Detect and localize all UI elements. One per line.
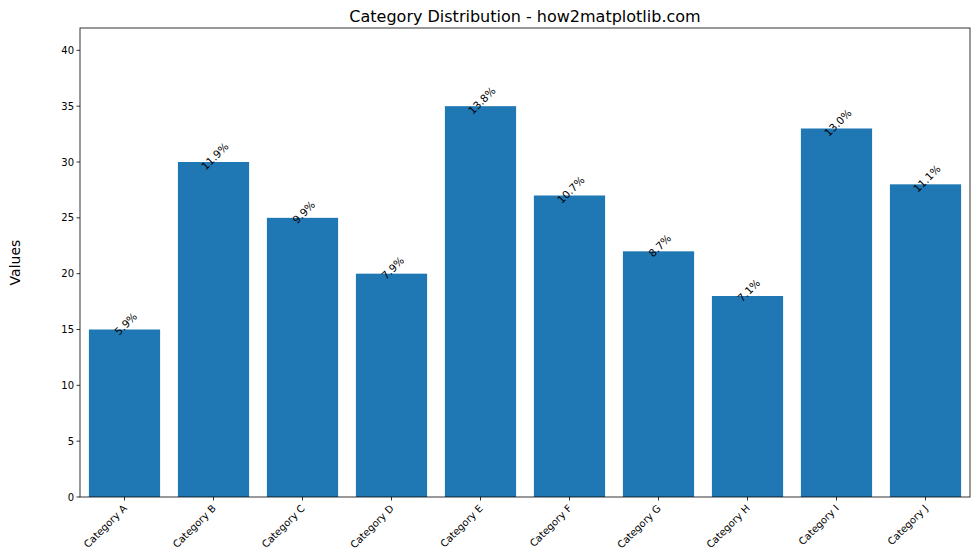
x-tick <box>480 497 481 501</box>
x-tick-label: Category A <box>82 503 129 550</box>
y-tick <box>77 329 81 330</box>
y-tick-label: 35 <box>61 101 74 112</box>
x-tick-label: Category H <box>704 503 752 551</box>
y-tick <box>77 217 81 218</box>
bar <box>801 129 872 498</box>
bars <box>89 106 961 497</box>
x-tick <box>658 497 659 501</box>
y-tick-label: 5 <box>68 436 74 447</box>
bar-annotation: 8.7% <box>646 232 673 259</box>
bar <box>356 274 427 497</box>
y-tick <box>77 385 81 386</box>
bar-annotation: 13.8% <box>466 84 498 116</box>
y-tick-label: 10 <box>61 380 74 391</box>
x-tick-label: Category I <box>796 503 840 547</box>
y-tick-label: 25 <box>61 212 74 223</box>
y-axis-label: Values <box>7 240 23 286</box>
y-tick <box>77 441 81 442</box>
x-tick-label: Category D <box>348 502 396 550</box>
bar-annotation: 7.9% <box>379 254 406 281</box>
x-tick <box>747 497 748 501</box>
bar <box>89 330 160 498</box>
x-tick <box>302 497 303 501</box>
x-tick-label: Category J <box>885 503 929 547</box>
chart-container: 5.9% 11.9% 9.9% 7.9% 13.8% 10.7% 8.7% 7.1% 13.0%… <box>0 0 980 560</box>
bar-annotation: 5.9% <box>112 310 139 337</box>
bar-annotation: 7.1% <box>735 276 762 303</box>
bar <box>534 196 605 498</box>
bar-annotation: 13.0% <box>822 107 854 139</box>
bar <box>890 184 961 497</box>
chart-title: Category Distribution - how2matplotlib.c… <box>349 7 700 26</box>
bar <box>178 162 249 497</box>
y-tick <box>77 106 81 107</box>
x-tick <box>391 497 392 501</box>
y-tick-label: 0 <box>68 492 74 503</box>
y-tick <box>77 162 81 163</box>
chart-svg: 5.9% 11.9% 9.9% 7.9% 13.8% 10.7% 8.7% 7.1% 13.0%… <box>0 0 980 560</box>
bar-annotation: 10.7% <box>555 174 587 206</box>
x-tick <box>925 497 926 501</box>
y-tick <box>77 273 81 274</box>
x-tick <box>569 497 570 501</box>
axes-frame <box>80 28 970 497</box>
y-tick <box>77 50 81 51</box>
bar <box>445 106 516 497</box>
x-tick <box>836 497 837 501</box>
x-tick-label: Category B <box>171 503 218 550</box>
bar <box>267 218 338 497</box>
x-tick-label: Category F <box>528 502 575 549</box>
y-tick-label: 20 <box>61 268 74 279</box>
bar <box>712 296 783 497</box>
y-tick <box>77 497 81 498</box>
bar <box>623 251 694 497</box>
y-tick-label: 15 <box>61 324 74 335</box>
y-tick-label: 30 <box>61 157 74 168</box>
bar-annotation: 9.9% <box>290 198 317 225</box>
x-tick-label: Category E <box>438 503 485 550</box>
bar-annotation: 11.1% <box>911 162 943 194</box>
x-tick <box>124 497 125 501</box>
bar-annotation: 11.9% <box>199 140 231 172</box>
x-tick-label: Category C <box>260 503 307 550</box>
x-tick-label: Category G <box>615 503 663 551</box>
y-tick-label: 40 <box>61 45 74 56</box>
x-tick <box>213 497 214 501</box>
